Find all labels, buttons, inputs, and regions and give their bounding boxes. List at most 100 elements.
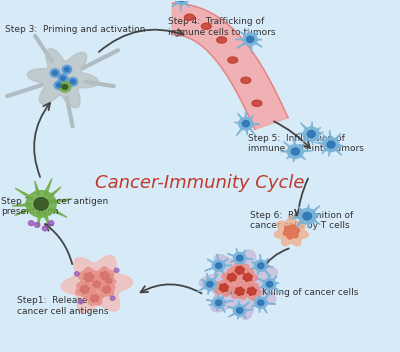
Polygon shape — [220, 269, 226, 277]
Polygon shape — [38, 213, 42, 227]
Polygon shape — [249, 298, 257, 302]
Polygon shape — [294, 137, 296, 147]
Polygon shape — [274, 216, 308, 246]
Polygon shape — [12, 203, 31, 206]
Polygon shape — [215, 279, 234, 296]
Circle shape — [327, 141, 335, 148]
Polygon shape — [214, 283, 221, 284]
Circle shape — [212, 297, 225, 308]
Polygon shape — [302, 137, 308, 142]
Polygon shape — [238, 301, 240, 307]
Polygon shape — [272, 286, 281, 293]
Polygon shape — [207, 274, 210, 281]
Polygon shape — [313, 214, 322, 216]
Circle shape — [254, 297, 267, 308]
Circle shape — [28, 221, 34, 226]
Polygon shape — [280, 151, 290, 152]
Polygon shape — [208, 288, 210, 294]
Polygon shape — [93, 281, 100, 288]
Polygon shape — [80, 285, 90, 294]
Polygon shape — [290, 216, 302, 219]
Polygon shape — [283, 142, 292, 149]
Polygon shape — [212, 287, 218, 294]
Circle shape — [307, 131, 315, 138]
Circle shape — [74, 272, 79, 276]
Polygon shape — [235, 287, 244, 295]
Circle shape — [204, 279, 216, 290]
Circle shape — [62, 65, 72, 74]
Polygon shape — [242, 261, 245, 265]
Polygon shape — [311, 121, 312, 129]
Polygon shape — [209, 303, 214, 305]
Text: Step 3:  Priming and activation: Step 3: Priming and activation — [5, 25, 146, 34]
Ellipse shape — [201, 23, 211, 29]
Polygon shape — [262, 306, 267, 313]
Circle shape — [233, 305, 246, 316]
Circle shape — [303, 212, 312, 220]
Polygon shape — [314, 142, 326, 145]
Polygon shape — [89, 277, 104, 290]
Polygon shape — [234, 122, 241, 124]
Polygon shape — [223, 265, 232, 266]
Polygon shape — [311, 139, 313, 145]
Polygon shape — [219, 284, 228, 292]
Polygon shape — [272, 276, 277, 282]
Polygon shape — [336, 144, 343, 146]
Polygon shape — [244, 309, 253, 311]
Polygon shape — [251, 123, 260, 125]
Circle shape — [178, 0, 185, 1]
Text: Step 7:  Killing of cancer cells: Step 7: Killing of cancer cells — [224, 288, 358, 297]
Circle shape — [207, 282, 213, 287]
Polygon shape — [268, 275, 270, 281]
Circle shape — [291, 148, 299, 155]
Polygon shape — [315, 136, 325, 142]
Polygon shape — [256, 278, 266, 283]
Circle shape — [216, 263, 222, 269]
Polygon shape — [263, 293, 270, 300]
Circle shape — [54, 81, 64, 89]
Polygon shape — [218, 294, 219, 299]
Polygon shape — [323, 134, 328, 141]
Text: Cancer-Immunity Cycle: Cancer-Immunity Cycle — [95, 174, 305, 192]
Polygon shape — [283, 225, 300, 239]
Polygon shape — [257, 291, 260, 299]
Polygon shape — [184, 1, 189, 7]
Text: Step 4:  Trafficking of
immune cells to tumors: Step 4: Trafficking of immune cells to t… — [168, 17, 276, 37]
Polygon shape — [312, 219, 320, 225]
Polygon shape — [248, 127, 255, 134]
Circle shape — [59, 82, 71, 92]
Polygon shape — [27, 49, 98, 108]
Polygon shape — [105, 278, 112, 284]
Polygon shape — [259, 307, 261, 313]
Circle shape — [303, 127, 319, 141]
Polygon shape — [248, 29, 250, 35]
Polygon shape — [330, 130, 332, 140]
Polygon shape — [242, 283, 262, 300]
Circle shape — [287, 145, 303, 158]
Polygon shape — [100, 271, 109, 279]
Polygon shape — [172, 1, 179, 7]
Circle shape — [114, 268, 119, 272]
Polygon shape — [198, 286, 207, 292]
Polygon shape — [200, 250, 277, 319]
Circle shape — [58, 74, 68, 82]
Polygon shape — [223, 301, 233, 303]
Polygon shape — [102, 286, 111, 293]
Circle shape — [212, 260, 225, 271]
Circle shape — [64, 67, 69, 71]
Polygon shape — [43, 212, 51, 230]
Polygon shape — [228, 253, 236, 257]
Polygon shape — [242, 313, 246, 319]
Polygon shape — [299, 144, 304, 149]
Polygon shape — [201, 279, 206, 283]
Polygon shape — [268, 288, 270, 294]
Polygon shape — [217, 254, 219, 262]
Circle shape — [254, 260, 267, 271]
Circle shape — [62, 84, 68, 89]
Circle shape — [53, 71, 57, 75]
Polygon shape — [86, 290, 103, 305]
Polygon shape — [245, 111, 246, 119]
Polygon shape — [274, 283, 279, 284]
Polygon shape — [265, 265, 273, 267]
Polygon shape — [243, 273, 252, 281]
